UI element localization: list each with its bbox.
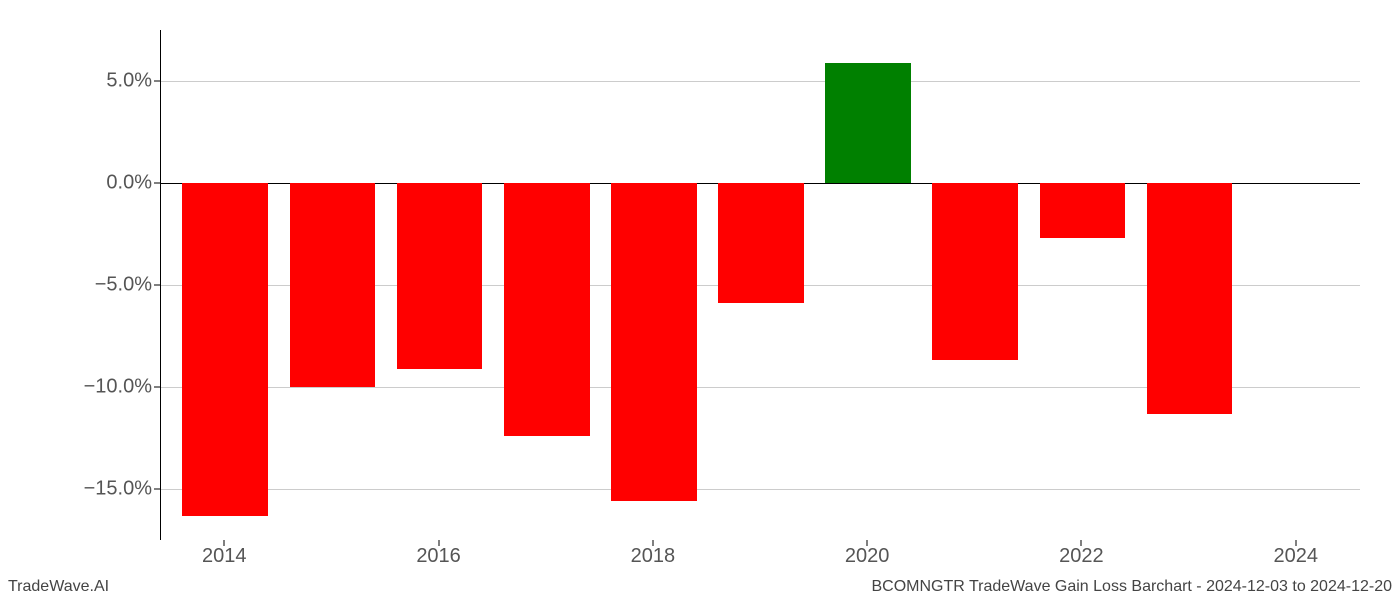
x-tick-label: 2018 bbox=[631, 545, 676, 568]
y-tick-mark bbox=[154, 285, 160, 286]
bar-2023 bbox=[1147, 183, 1233, 414]
chart-plot-area bbox=[160, 30, 1360, 540]
y-tick-label: −15.0% bbox=[12, 478, 152, 501]
y-tick-label: −10.0% bbox=[12, 376, 152, 399]
bar-2019 bbox=[718, 183, 804, 303]
y-tick-mark bbox=[154, 81, 160, 82]
footer-right-text: BCOMNGTR TradeWave Gain Loss Barchart - … bbox=[871, 578, 1392, 596]
plot-area bbox=[161, 30, 1360, 540]
bar-2016 bbox=[397, 183, 483, 369]
bar-2015 bbox=[290, 183, 376, 387]
x-tick-label: 2016 bbox=[416, 545, 461, 568]
y-tick-label: 0.0% bbox=[12, 172, 152, 195]
x-tick-label: 2014 bbox=[202, 545, 247, 568]
bar-2014 bbox=[182, 183, 268, 516]
y-tick-mark bbox=[154, 387, 160, 388]
bar-2021 bbox=[932, 183, 1018, 360]
y-tick-mark bbox=[154, 183, 160, 184]
y-tick-mark bbox=[154, 489, 160, 490]
bar-2020 bbox=[825, 63, 911, 183]
bar-2017 bbox=[504, 183, 590, 436]
bar-2022 bbox=[1040, 183, 1126, 238]
y-tick-label: 5.0% bbox=[12, 70, 152, 93]
footer-left-text: TradeWave.AI bbox=[8, 578, 109, 596]
y-tick-label: −5.0% bbox=[12, 274, 152, 297]
gridline bbox=[161, 489, 1360, 490]
bar-2018 bbox=[611, 183, 697, 501]
x-tick-label: 2020 bbox=[845, 545, 890, 568]
gridline bbox=[161, 81, 1360, 82]
x-tick-label: 2022 bbox=[1059, 545, 1104, 568]
x-tick-label: 2024 bbox=[1273, 545, 1318, 568]
